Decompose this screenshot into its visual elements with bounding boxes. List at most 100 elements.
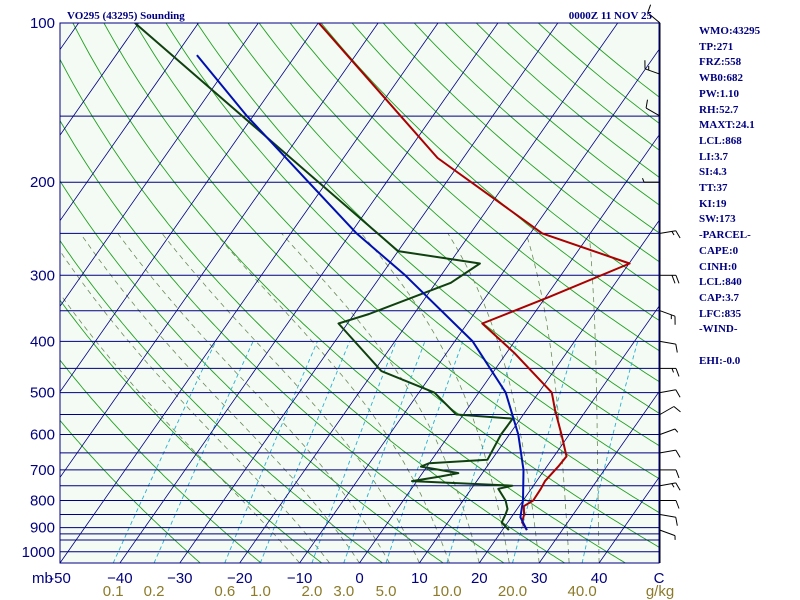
mixing-ratio-label: 1.0: [250, 583, 271, 600]
wind-barb: [660, 367, 680, 377]
mixing-ratio-line: [311, 341, 397, 563]
index-item: RH:52.7: [699, 103, 739, 116]
barb-shaft: [645, 107, 661, 117]
index-item: -PARCEL-: [699, 229, 751, 242]
mixing-ratio-line: [153, 341, 254, 563]
mixing-ratio-label: 0.6: [214, 583, 235, 600]
mixing-ratio-label: 3.0: [333, 583, 354, 600]
dry-adiabat: [60, 419, 201, 563]
temperature-tick-label: −40: [107, 570, 132, 587]
index-item: LFC:835: [699, 307, 742, 320]
wind-barb: [660, 500, 680, 509]
dry-adiabat: [60, 359, 262, 563]
barb-shaft: [659, 529, 676, 537]
temperature-tick-label: 10: [411, 570, 428, 587]
wind-barb: [659, 529, 676, 540]
barb-half-flag: [674, 428, 679, 433]
isotherm: [60, 23, 199, 222]
pressure-tick-label: 100: [30, 15, 55, 32]
valid-time: 0000Z 11 NOV 25: [569, 10, 653, 22]
barb-flag: [647, 4, 652, 13]
dry-adiabat: [227, 23, 659, 414]
isotherm: [0, 23, 19, 563]
isotherm: [60, 23, 139, 136]
wind-barb: [659, 340, 678, 353]
sounding-profiles: [134, 23, 631, 531]
temperature-tick-label: −10: [287, 570, 312, 587]
isotherm: [60, 23, 319, 393]
wind-barb: [659, 389, 681, 398]
wind-barbs: [642, 4, 681, 563]
index-item: MAXT:24.1: [699, 119, 755, 132]
barb-flag: [675, 482, 681, 491]
wind-barb: [659, 449, 681, 458]
barb-shaft: [659, 482, 676, 487]
moist-adiabat: [80, 233, 360, 563]
dry-adiabat: [289, 23, 659, 352]
index-item: LCL:840: [699, 276, 742, 289]
barb-flag: [645, 99, 648, 109]
diagram-grid: [0, 23, 659, 563]
index-item: -WIND-: [699, 323, 738, 336]
pressure-tick-label: 600: [30, 427, 55, 444]
dry-adiabat: [60, 58, 565, 563]
index-item: SI:4.3: [699, 166, 727, 179]
mixing-ratio-line: [385, 341, 464, 563]
dry-adiabat: [134, 23, 659, 513]
barb-flag: [675, 344, 678, 353]
mixing-ratio-line: [112, 341, 217, 563]
isotherm: [419, 220, 659, 563]
temperature-tick-label: 30: [531, 570, 548, 587]
dry-adiabat: [103, 23, 659, 548]
wind-barb: [647, 4, 661, 24]
barb-shaft: [659, 230, 676, 234]
temperature-tick-label: -50: [49, 570, 71, 587]
parcel-profile: [196, 54, 528, 531]
index-item: WB0:682: [699, 72, 743, 85]
mixing-ratio-label: 0.2: [144, 583, 165, 600]
barb-shaft: [659, 310, 676, 317]
pressure-tick-label: 300: [30, 267, 55, 284]
index-item: PW:1.10: [699, 87, 740, 100]
isotherm: [239, 23, 619, 563]
barb-half-flag: [671, 368, 674, 373]
mixing-ratio-label: g/kg: [646, 583, 674, 600]
isotherm: [179, 23, 559, 563]
dry-adiabat: [72, 23, 626, 563]
barb-flag: [671, 275, 676, 284]
mixing-ratio-label: 0.1: [103, 583, 124, 600]
temperature-tick-label: 20: [471, 570, 488, 587]
mixing-ratio-label: 2.0: [301, 583, 322, 600]
index-item: FRZ:558: [699, 56, 742, 69]
barb-shaft: [659, 406, 675, 415]
wind-barb: [659, 514, 678, 526]
wind-barb: [659, 230, 681, 239]
isotherm: [538, 391, 659, 563]
temperature-profile: [318, 23, 631, 531]
temperature-tick-label: C: [654, 570, 665, 587]
temperature-tick-label: 40: [591, 570, 608, 587]
barb-flag: [673, 406, 681, 413]
barb-shaft: [644, 68, 661, 75]
barb-shaft: [659, 389, 676, 394]
pressure-tick-label: 400: [30, 333, 55, 350]
barb-half-flag: [642, 178, 645, 183]
isotherm: [60, 23, 439, 563]
barb-flag: [675, 469, 680, 479]
dewpoint-profile: [134, 23, 514, 531]
temperature-tick-label: −30: [167, 570, 192, 587]
moist-adiabat: [360, 233, 510, 563]
barb-shaft: [659, 514, 676, 518]
index-item: WMO:43295: [699, 25, 761, 37]
barb-flag: [675, 389, 681, 398]
pressure-tick-label: 800: [30, 493, 55, 510]
index-item: CINH:0: [699, 260, 737, 273]
index-item: TT:37: [699, 182, 728, 195]
index-item: EHI:-0.0: [699, 354, 741, 367]
barb-shaft: [659, 340, 676, 345]
y-axis-unit: mb: [32, 570, 53, 587]
barb-flag: [675, 449, 681, 458]
isotherm: [478, 305, 659, 563]
dry-adiabat: [351, 23, 659, 292]
